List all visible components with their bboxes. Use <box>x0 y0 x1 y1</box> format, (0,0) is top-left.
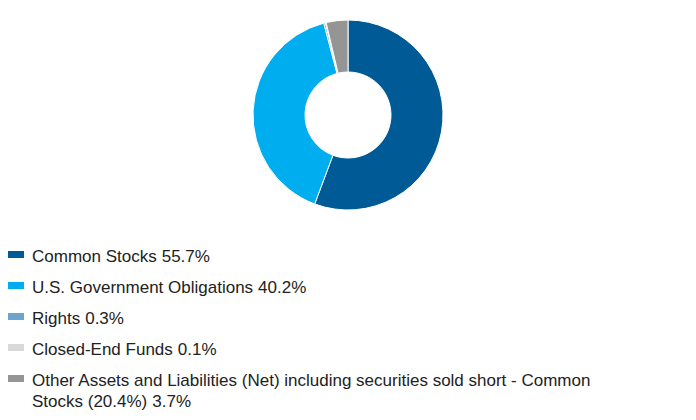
legend: Common Stocks 55.7% U.S. Government Obliga… <box>8 247 590 411</box>
legend-value: 0.3% <box>85 309 124 328</box>
legend-swatch <box>8 282 24 289</box>
legend-swatch <box>8 344 24 351</box>
legend-swatch <box>8 251 24 258</box>
chart-svg: Common Stocks 55.7% U.S. Government Obliga… <box>0 0 696 420</box>
legend-category: Common Stocks <box>32 247 157 266</box>
slice <box>315 20 443 210</box>
legend-category: U.S. Government Obligations <box>32 278 253 297</box>
slice <box>326 20 348 73</box>
legend-category: Rights <box>32 309 80 328</box>
legend-swatch <box>8 375 24 382</box>
legend-swatch <box>8 313 24 320</box>
legend-label: Rights 0.3% <box>32 309 124 328</box>
legend-category: Closed-End Funds <box>32 340 173 359</box>
legend-label: U.S. Government Obligations 40.2% <box>32 278 306 297</box>
legend-category: Other Assets and Liabilities (Net) inclu… <box>32 371 590 390</box>
legend-value: 40.2% <box>258 278 306 297</box>
legend-value: 3.7% <box>152 392 191 411</box>
donut <box>253 20 443 210</box>
legend-value: 0.1% <box>178 340 217 359</box>
chart-container: Common Stocks 55.7% U.S. Government Obliga… <box>0 0 696 420</box>
legend-category: Stocks (20.4%) <box>32 392 147 411</box>
legend-value: 55.7% <box>162 247 210 266</box>
legend-label: Common Stocks 55.7% <box>32 247 210 266</box>
legend-label: Closed-End Funds 0.1% <box>32 340 217 359</box>
slice <box>253 23 337 204</box>
legend-label: Other Assets and Liabilities (Net) inclu… <box>32 371 590 411</box>
